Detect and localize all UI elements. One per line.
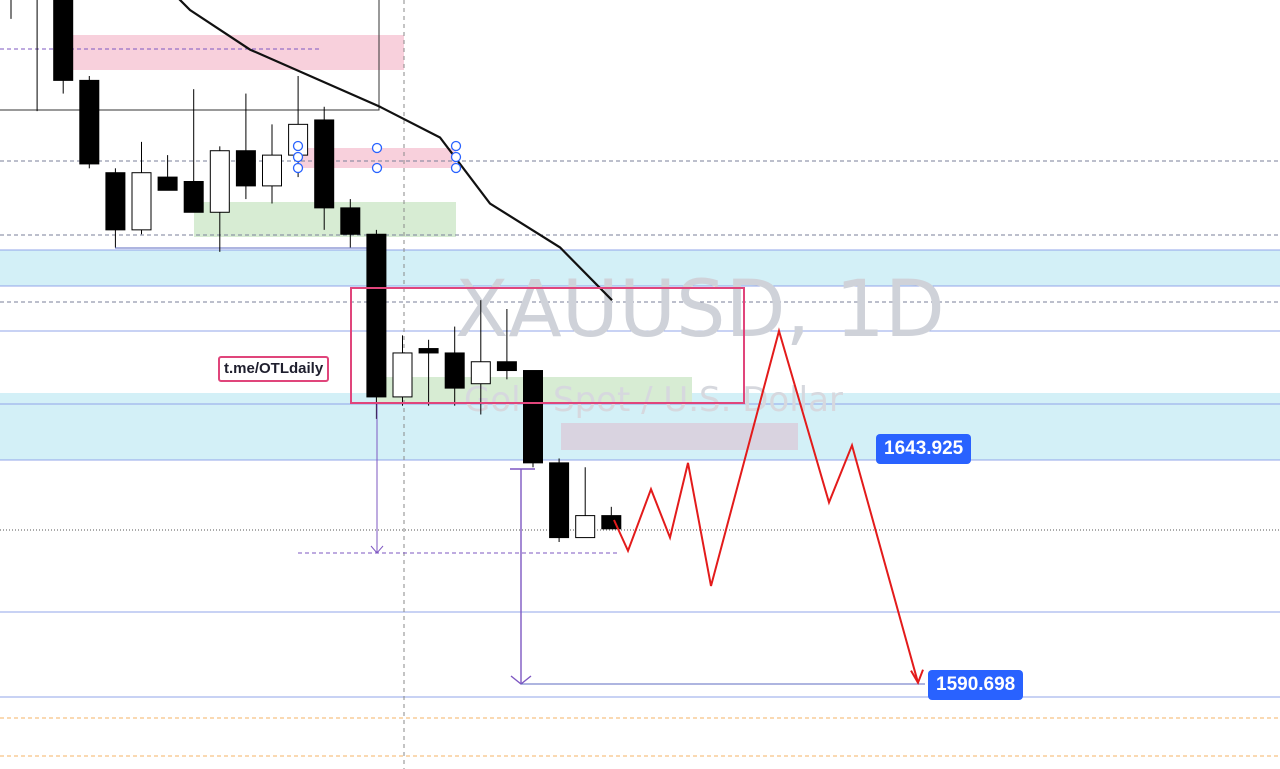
candle[interactable] (105, 168, 126, 248)
bearish-candle-body (418, 348, 439, 354)
drawing-handle[interactable] (292, 162, 304, 174)
imbalance-zone (561, 423, 798, 450)
prior-range-box (0, 0, 380, 111)
moving-average-layer (178, 0, 613, 301)
watermark: XAUUSD, 1D Gold Spot / U.S. Dollar (455, 265, 945, 420)
candle[interactable] (314, 106, 335, 230)
measure-arrowhead-short (370, 545, 384, 554)
bullish-candle-body (131, 172, 152, 231)
candle[interactable] (392, 335, 413, 406)
bearish-candle-body (183, 180, 204, 213)
candle[interactable] (444, 326, 465, 406)
candle[interactable] (549, 458, 570, 542)
channel-link-label[interactable]: t.me/OTLdaily (218, 356, 330, 382)
bearish-candle-body (340, 207, 361, 235)
drawing-handle[interactable] (292, 151, 304, 163)
bearish-candle-body (523, 370, 543, 464)
bullish-candle-body (262, 154, 282, 187)
watermark-symbol: XAUUSD, 1D (455, 265, 945, 355)
projection-arrowhead (910, 669, 924, 685)
candle[interactable] (53, 0, 74, 94)
bullish-candle-body (209, 150, 230, 213)
price-tag-lower: 1590.698 (928, 670, 1024, 700)
bearish-candle-body (79, 79, 100, 165)
bearish-candle-body (105, 172, 126, 231)
candle[interactable] (366, 229, 387, 419)
resistance-zone (0, 250, 1280, 286)
drawing-handle[interactable] (450, 162, 462, 174)
price-tag-upper: 1643.925 (876, 434, 972, 464)
candles-layer[interactable] (2, 0, 622, 542)
bearish-candle-body (53, 0, 74, 81)
candle[interactable] (496, 308, 517, 380)
candle[interactable] (418, 339, 439, 406)
drawing-handle[interactable] (371, 162, 383, 174)
watermark-description: Gold Spot / U.S. Dollar (464, 380, 843, 420)
range-box[interactable] (350, 287, 745, 404)
bearish-candle-body (366, 233, 387, 398)
bearish-candle-body (235, 150, 256, 187)
candle[interactable] (2, 0, 21, 19)
candle[interactable] (28, 0, 47, 112)
candle[interactable] (470, 300, 491, 415)
bearish-candle-body (314, 119, 335, 209)
bearish-candle-body (549, 462, 570, 539)
candle[interactable] (209, 146, 230, 252)
candle[interactable] (131, 141, 152, 235)
drawing-handle[interactable] (371, 142, 383, 154)
bullish-candle-body (470, 361, 491, 385)
candle[interactable] (157, 155, 178, 191)
candle[interactable] (601, 506, 622, 530)
candle[interactable] (262, 124, 282, 204)
bearish-candle-body (157, 176, 178, 191)
candle[interactable] (523, 370, 543, 468)
candle[interactable] (183, 89, 204, 213)
drawing-tools-layer[interactable] (292, 140, 926, 685)
drawing-handle[interactable] (292, 140, 304, 152)
candle[interactable] (575, 467, 596, 539)
bullish-candle-body (575, 515, 596, 539)
supply-zone-lower (299, 148, 456, 168)
bearish-candle-body (444, 352, 465, 389)
candle[interactable] (235, 93, 256, 200)
candle[interactable] (340, 199, 361, 248)
bearish-candle-body (496, 361, 517, 372)
drawing-handle[interactable] (450, 140, 462, 152)
candle[interactable] (79, 75, 100, 169)
drawing-handle[interactable] (450, 151, 462, 163)
projected-price-path (613, 327, 919, 683)
moving-average-line (178, 0, 613, 301)
bullish-candle-body (392, 352, 413, 398)
